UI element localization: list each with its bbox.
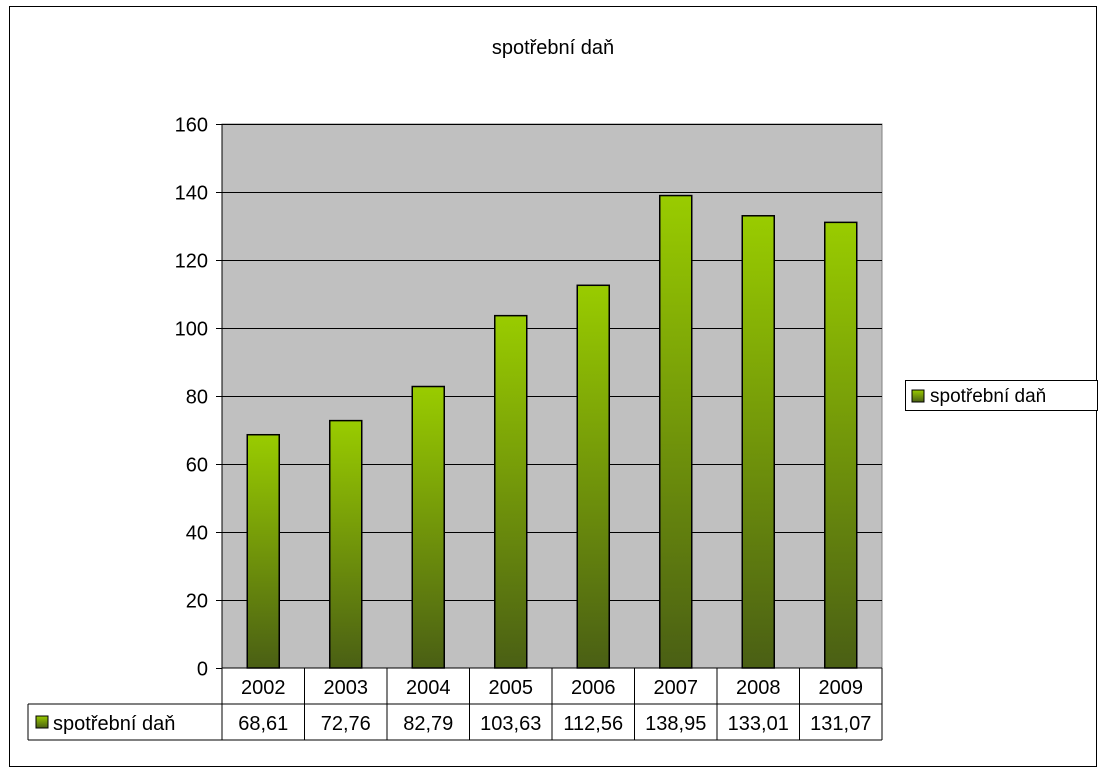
x-category-label: 2002 bbox=[241, 677, 286, 699]
y-tick-label: 40 bbox=[186, 523, 208, 545]
bar bbox=[411, 385, 445, 669]
y-tick-label: 0 bbox=[197, 659, 208, 681]
table-value: 68,61 bbox=[238, 713, 288, 735]
legend-swatch bbox=[911, 389, 925, 403]
legend: spotřební daň bbox=[905, 380, 1098, 411]
table-value: 112,56 bbox=[563, 713, 623, 735]
table-legend-swatch bbox=[35, 715, 49, 729]
y-tick-label: 60 bbox=[186, 455, 208, 477]
table-series-label: spotřební daň bbox=[53, 713, 175, 735]
table-value: 72,76 bbox=[321, 713, 371, 735]
y-tick-label: 160 bbox=[175, 115, 208, 137]
table-value: 131,07 bbox=[810, 713, 871, 735]
y-tick-label: 140 bbox=[175, 183, 208, 205]
y-tick-label: 20 bbox=[186, 591, 208, 613]
chart-title: spotřební daň bbox=[492, 37, 614, 59]
legend-box bbox=[905, 380, 1098, 411]
y-tick-label: 80 bbox=[186, 387, 208, 409]
x-category-label: 2004 bbox=[406, 677, 451, 699]
bar bbox=[576, 284, 610, 669]
bar bbox=[741, 215, 775, 669]
x-category-label: 2005 bbox=[489, 677, 534, 699]
data-table: 2002 68,61 2003 72,76 2004 82,79 2005 103,63 200… bbox=[27, 667, 883, 741]
table-value: 133,01 bbox=[728, 713, 789, 735]
legend-label: spotřební daň bbox=[930, 386, 1046, 407]
bar bbox=[246, 433, 280, 669]
bar bbox=[659, 194, 693, 669]
bar bbox=[494, 314, 528, 669]
x-category-label: 2006 bbox=[571, 677, 616, 699]
bar bbox=[824, 221, 858, 669]
y-axis: 0 20 40 60 80 100 120 140 160 bbox=[175, 115, 223, 681]
bar bbox=[329, 419, 363, 669]
table-value: 138,95 bbox=[645, 713, 706, 735]
y-tick-label: 100 bbox=[175, 319, 208, 341]
x-category-label: 2009 bbox=[819, 677, 864, 699]
x-category-label: 2008 bbox=[736, 677, 781, 699]
bars bbox=[246, 194, 858, 669]
y-tick-label: 120 bbox=[175, 251, 208, 273]
table-value: 82,79 bbox=[403, 713, 453, 735]
x-category-label: 2003 bbox=[324, 677, 369, 699]
x-category-label: 2007 bbox=[654, 677, 699, 699]
table-value: 103,63 bbox=[480, 713, 541, 735]
